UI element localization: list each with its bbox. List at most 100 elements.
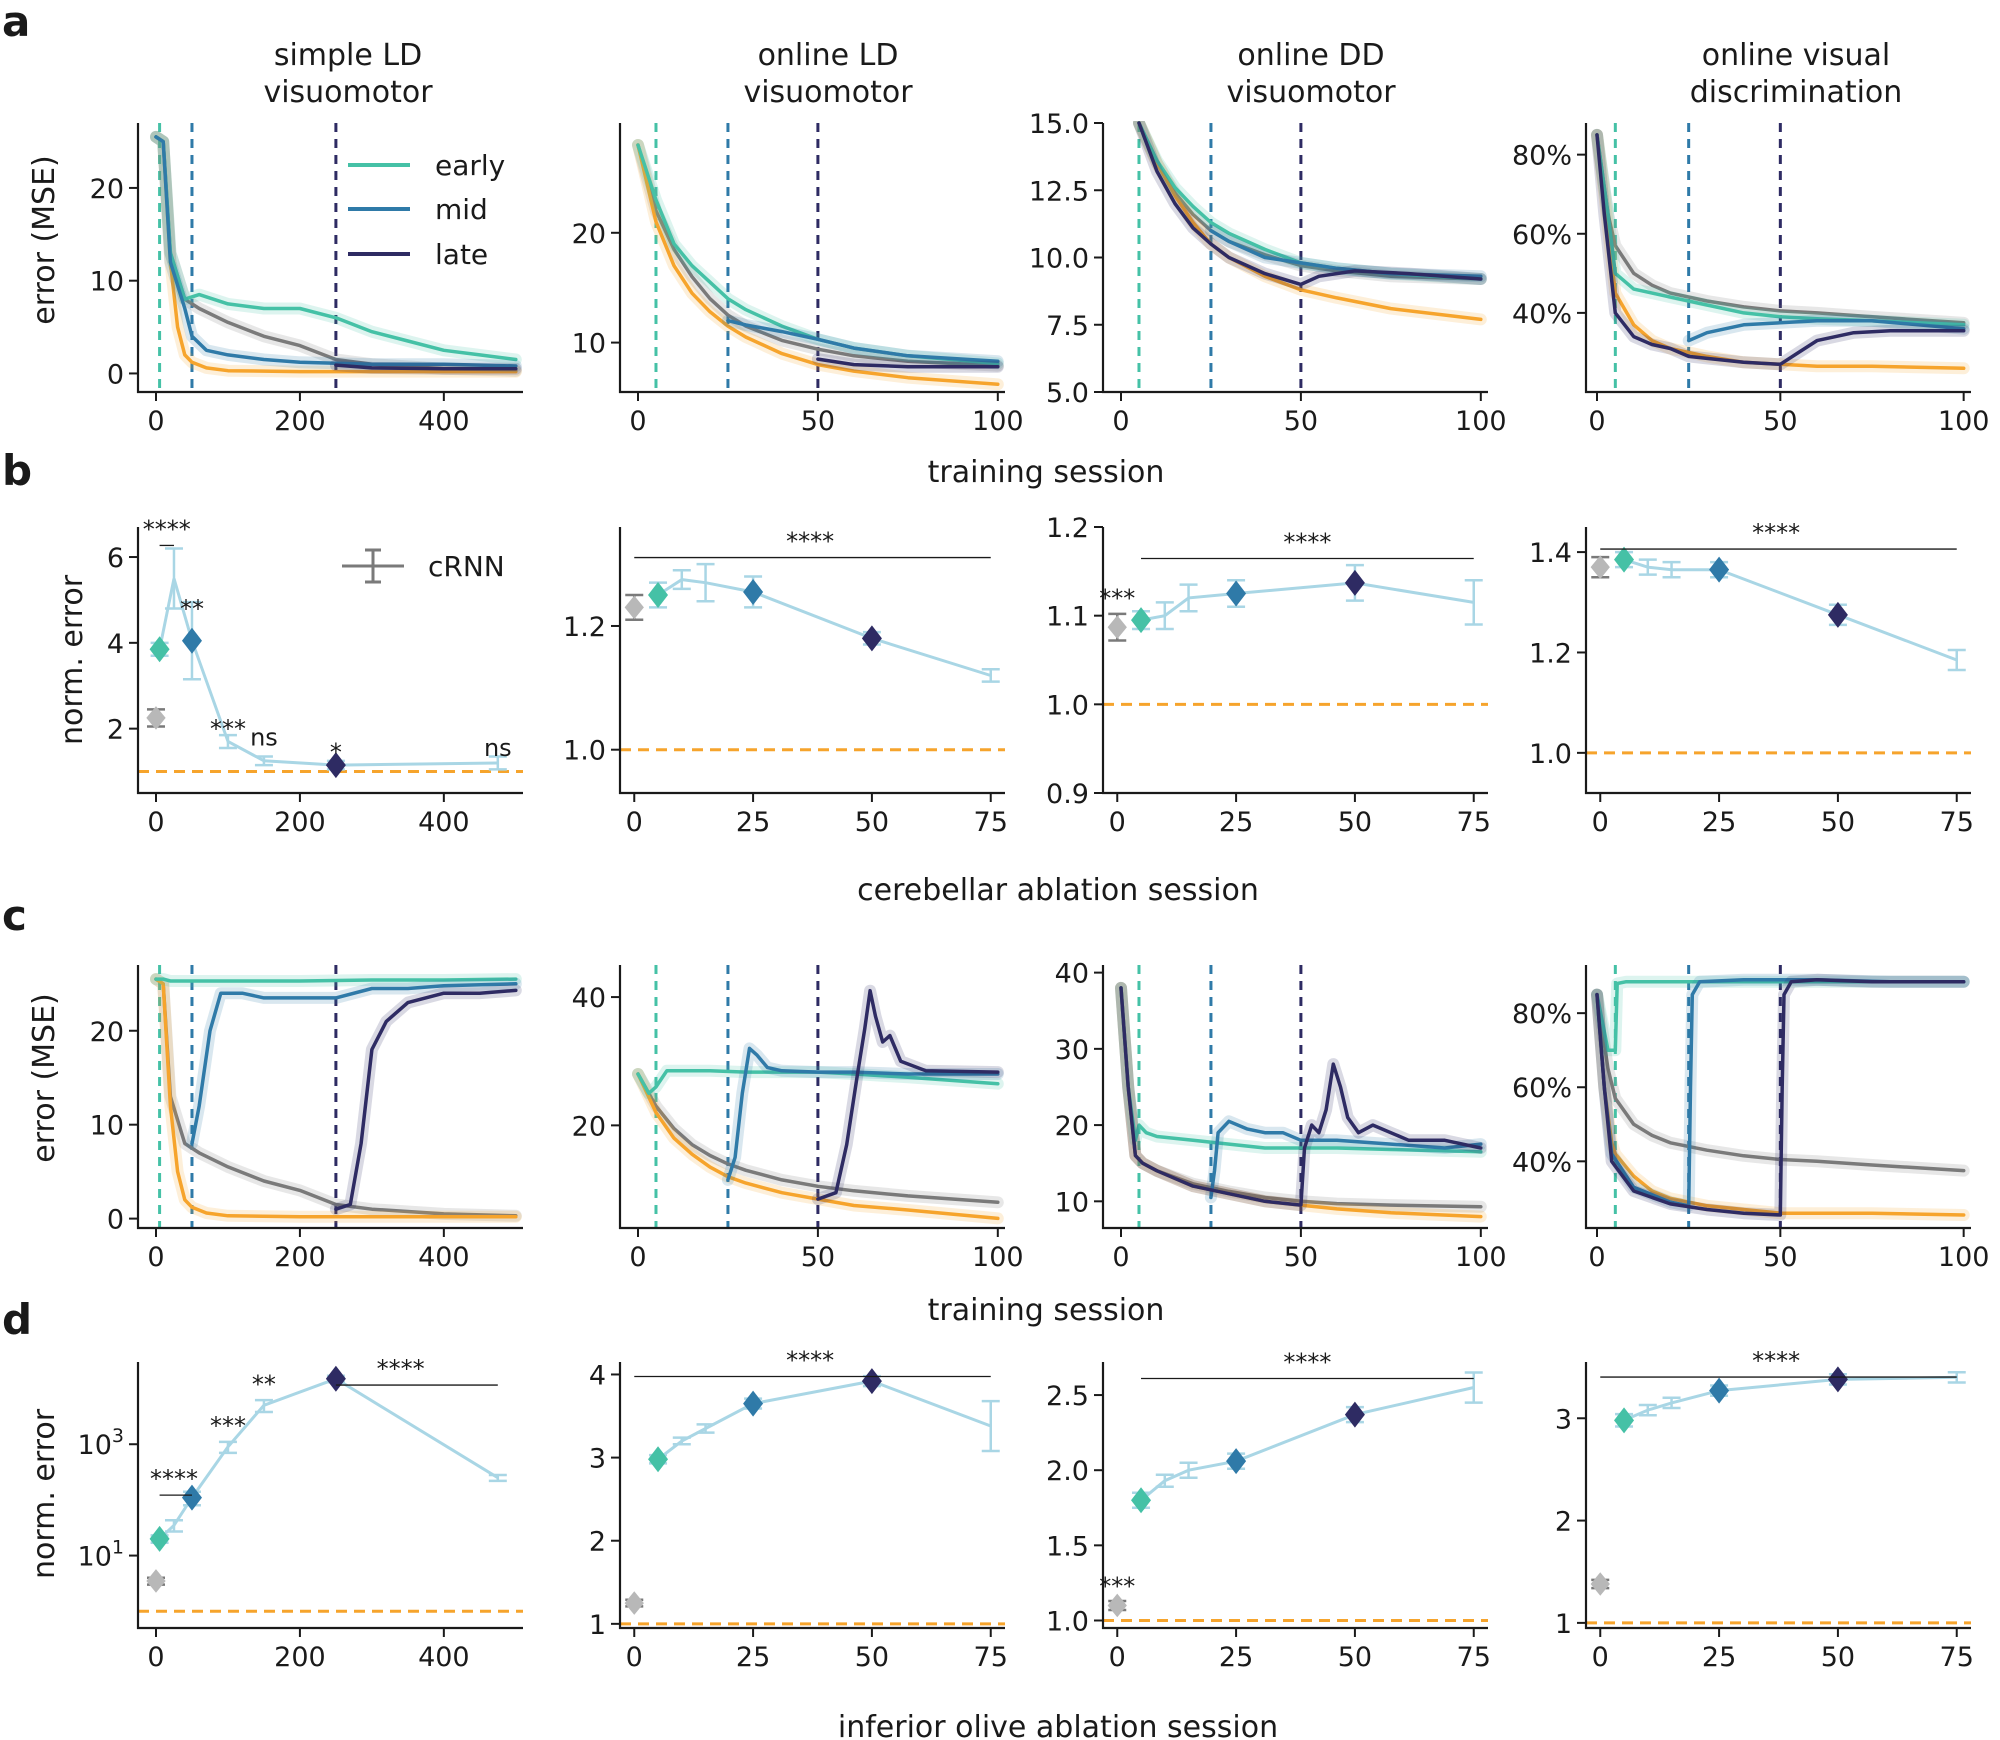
xlabel-row-d: inferior olive ablation session	[838, 1710, 1278, 1740]
data-layer	[1133, 121, 1487, 392]
band-mid	[186, 977, 522, 1150]
x-tick-label: 75	[1940, 807, 1974, 838]
y-tick-label: 80%	[1512, 141, 1572, 172]
x-tick-label: 50	[1338, 807, 1372, 838]
series-mid	[726, 318, 1000, 364]
y-tick-label: 60%	[1512, 1073, 1572, 1104]
significance-label: ****	[377, 1355, 425, 1383]
crnn-diamond	[624, 1591, 644, 1615]
diamond-late	[1827, 601, 1848, 628]
y-tick-label: 1.5	[1046, 1531, 1089, 1562]
x-tick-label: 200	[274, 1242, 326, 1273]
x-tick-label: 0	[1109, 1642, 1126, 1673]
series-control	[636, 1072, 1000, 1221]
trend-line	[1140, 1386, 1475, 1502]
panel-label-a: a	[2, 0, 30, 46]
series-late	[334, 988, 518, 1211]
x-tick-label: 75	[974, 1642, 1008, 1673]
y-tick-label: 40%	[1512, 299, 1572, 330]
y-tick-label: 10.0	[1029, 244, 1089, 275]
diamond-mid	[1709, 556, 1730, 583]
y-tick-label: 1.0	[563, 736, 606, 767]
series-late	[1137, 121, 1483, 287]
data-layer	[1586, 546, 1971, 755]
ylabel-row-a: error (MSE)	[27, 155, 62, 324]
diamond-mid	[1226, 580, 1247, 607]
column-title-4-line1: online visual	[1702, 38, 1891, 73]
x-tick-label: 0	[629, 406, 646, 437]
significance-label: ***	[210, 1412, 246, 1440]
diamond-late	[325, 1365, 346, 1392]
diamond-mid	[743, 578, 764, 605]
series-control	[636, 143, 1000, 387]
y-tick-label: 20	[572, 219, 606, 250]
series-cRNN	[1595, 133, 1966, 325]
series-mid	[1686, 319, 1966, 343]
x-tick-label: 75	[1457, 1642, 1491, 1673]
series-cRNN	[636, 1072, 1000, 1205]
x-tick-label: 0	[1592, 807, 1609, 838]
x-tick-label: 25	[736, 807, 770, 838]
series-mid	[190, 982, 518, 1146]
y-tick-label: 20	[90, 1017, 124, 1048]
crnn-diamond	[1107, 1593, 1127, 1618]
y-tick-label: 1	[589, 1610, 606, 1641]
data-layer	[138, 547, 523, 779]
band-late	[811, 984, 1004, 1206]
legend-mid-label: mid	[435, 193, 488, 226]
significance-label: ****	[1752, 519, 1800, 547]
series-mid	[154, 135, 518, 368]
y-tick-label: 20	[90, 174, 124, 205]
x-tick-label: 200	[274, 406, 326, 437]
x-tick-label: 50	[1284, 1242, 1318, 1273]
y-tick-label: 1.2	[563, 612, 606, 643]
column-title-1-line1: simple LD	[274, 38, 422, 73]
x-tick-label: 25	[1702, 1642, 1736, 1673]
data-layer	[620, 1368, 1005, 1626]
series-control	[1595, 133, 1966, 371]
diamond-mid	[1226, 1448, 1247, 1475]
series-late	[1119, 986, 1483, 1207]
significance-label: ***	[1099, 1572, 1135, 1600]
crnn-diamond	[1590, 1572, 1610, 1596]
diamond-mid	[1709, 1377, 1730, 1404]
diamond-early	[1131, 1487, 1152, 1514]
x-tick-label: 0	[147, 1242, 164, 1273]
y-tick-label: 10	[90, 1111, 124, 1142]
x-tick-label: 50	[855, 807, 889, 838]
chart-a1: 0 200 400 0 10 20	[90, 123, 523, 437]
y-tick-label: 0.9	[1046, 779, 1089, 810]
y-tick-label: 1	[1555, 1609, 1572, 1640]
y-tick-label: 10	[90, 267, 124, 298]
x-tick-label: 50	[1763, 406, 1797, 437]
y-tick-label: 1.0	[1046, 1606, 1089, 1637]
x-tick-label: 400	[418, 406, 470, 437]
series-late	[1595, 978, 1966, 1217]
trend-line	[1623, 1375, 1957, 1422]
crnn-diamond	[1590, 555, 1610, 579]
significance-label: ****	[143, 515, 191, 543]
y-tick-label: 20	[572, 1111, 606, 1142]
x-tick-label: 200	[274, 807, 326, 838]
x-tick-label: 0	[626, 1642, 643, 1673]
panel-label-b: b	[2, 446, 32, 495]
y-tick-label: 101	[78, 1537, 124, 1573]
x-tick-label: 200	[274, 1642, 326, 1673]
y-tick-label: 20	[1055, 1111, 1089, 1142]
column-title-2-line1: online LD	[758, 38, 899, 73]
y-tick-label: 30	[1055, 1035, 1089, 1066]
y-tick-label: 2.0	[1046, 1456, 1089, 1487]
crnn-diamond	[624, 595, 644, 620]
y-tick-label: 1.2	[1529, 638, 1572, 669]
series-mid	[726, 1046, 1000, 1182]
y-tick-label: 2.5	[1046, 1381, 1089, 1412]
diamond-late	[1827, 1366, 1848, 1393]
y-tick-label: 0	[107, 359, 124, 390]
data-layer	[1591, 123, 1970, 392]
x-tick-label: 50	[1821, 1642, 1855, 1673]
significance-label: **	[252, 1371, 276, 1399]
x-tick-label: 0	[147, 406, 164, 437]
crnn-diamond	[146, 706, 166, 730]
diamond-mid	[743, 1390, 764, 1417]
significance-label: *	[330, 739, 342, 767]
